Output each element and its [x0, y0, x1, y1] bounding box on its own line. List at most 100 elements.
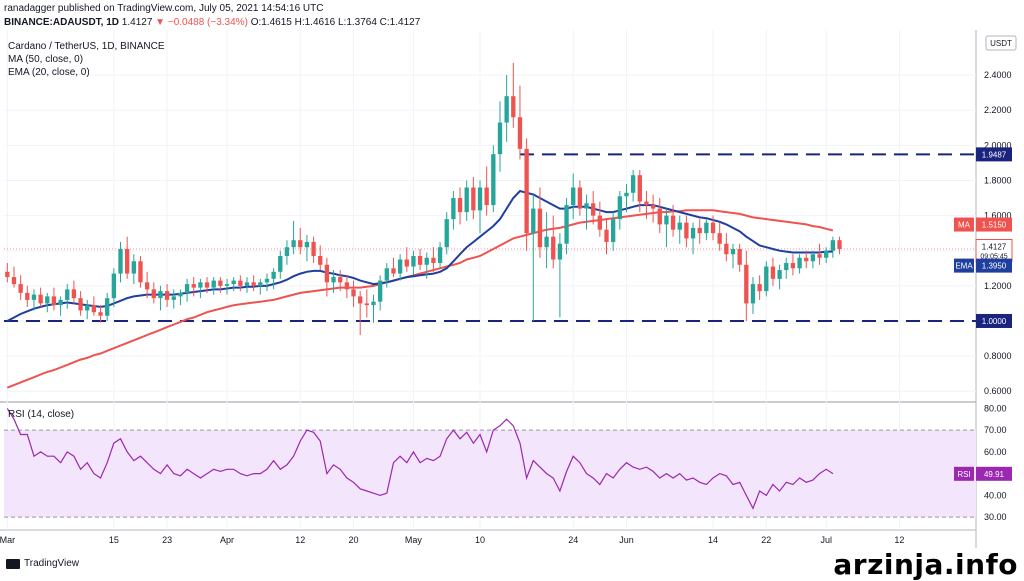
candle-body [597, 215, 603, 230]
candle [71, 280, 77, 304]
x-tick-label: Mar [0, 535, 15, 545]
candle-body [457, 198, 463, 213]
candle [497, 101, 503, 172]
candle [491, 145, 496, 213]
candle-body [664, 215, 669, 225]
candle-body [364, 303, 369, 306]
y-tick-label: 0.6000 [984, 386, 1012, 396]
candle-body [238, 280, 243, 286]
candle [91, 296, 97, 316]
candle-body [424, 257, 429, 265]
candle-body [198, 282, 203, 288]
candle [437, 241, 443, 269]
rsi-legend: RSI (14, close) [8, 409, 75, 420]
candle-body [657, 208, 662, 225]
candle [118, 241, 123, 283]
candle-body [331, 277, 336, 283]
ema-tag-label: EMA [955, 262, 973, 271]
candle-body [231, 280, 236, 285]
candle [444, 212, 449, 255]
candle-body [184, 284, 190, 293]
candle [704, 219, 709, 241]
candle-body [431, 257, 436, 264]
candle [750, 277, 756, 314]
candle-body [591, 203, 596, 216]
candle-body [730, 248, 736, 255]
candle-body [564, 205, 569, 244]
legend-ma: MA (50, close, 0) [8, 54, 84, 65]
candle-body [571, 187, 576, 206]
rsi-tag-value: 49.91 [984, 470, 1005, 479]
symbol-line: BINANCE:ADAUSDT, 1D 1.4127 ▼ −0.0488 (−3… [4, 16, 420, 30]
candle [591, 191, 596, 225]
candle [431, 247, 436, 272]
y-tick-label: 2.4000 [984, 70, 1012, 80]
candle [158, 285, 163, 311]
rsi-tag-value-box [976, 466, 1012, 481]
candle-body [477, 187, 483, 211]
candle [571, 173, 576, 220]
x-tick-label: 10 [475, 535, 485, 545]
ma-tag-label-box [954, 217, 974, 232]
candle [131, 254, 136, 285]
candle [238, 275, 243, 292]
candle-body [171, 296, 176, 300]
rsi-y-tick-label: 80.00 [984, 403, 1007, 413]
candle [464, 180, 469, 221]
candle [817, 243, 822, 265]
candle [664, 208, 669, 248]
candle [557, 233, 563, 318]
candle [264, 273, 270, 292]
candle-body [437, 247, 443, 264]
x-tick-label: Jul [820, 535, 832, 545]
candle-body [131, 261, 136, 274]
candle [58, 296, 63, 316]
candle [690, 222, 696, 255]
candle [677, 215, 682, 244]
tradingview-logo[interactable]: TradingView [6, 558, 79, 569]
candle [417, 248, 423, 271]
candle-body [577, 187, 583, 209]
candle-body [204, 282, 210, 288]
candle [531, 194, 536, 321]
candle [78, 291, 83, 316]
candle-body [524, 148, 529, 234]
candle-body [218, 280, 223, 286]
candle-body [278, 256, 283, 272]
candle [284, 240, 290, 265]
candle-body [324, 264, 330, 283]
candle-body [551, 236, 556, 260]
candle [258, 278, 263, 295]
candle [105, 292, 110, 321]
rsi-y-tick-label: 30.00 [984, 512, 1007, 522]
price-tag: 1.4127 09:05:45 [975, 239, 1013, 263]
candle-body [817, 254, 822, 258]
candle [657, 198, 662, 234]
candle [111, 268, 117, 307]
candle [744, 250, 749, 321]
candle [644, 191, 649, 220]
candle-body [111, 273, 117, 299]
candle [184, 278, 190, 302]
rsi-y-tick-label: 70.00 [984, 425, 1007, 435]
candle-body [764, 266, 769, 292]
x-tick-label: May [405, 535, 423, 545]
candle-body [717, 233, 722, 244]
rsi-tag: RSI 49.91 [954, 466, 1012, 481]
candle-body [837, 240, 842, 249]
candle [358, 291, 363, 336]
candle-body [790, 263, 796, 269]
candle [125, 236, 130, 279]
candle [211, 277, 216, 295]
symbol: BINANCE:ADAUSDT, 1D [4, 17, 120, 28]
candle [5, 263, 10, 283]
support-tag-value: 1.0000 [982, 317, 1007, 326]
chart-area[interactable]: 2.40002.20002.00001.80001.60001.40001.20… [0, 30, 1024, 550]
candle-body [45, 296, 50, 304]
candle-body [517, 117, 523, 149]
support-tag-value-box [976, 313, 1012, 328]
x-tick-label: 15 [109, 535, 119, 545]
y-tick-label: 1.8000 [984, 175, 1012, 185]
candle-body [344, 282, 350, 290]
candle [544, 212, 549, 269]
